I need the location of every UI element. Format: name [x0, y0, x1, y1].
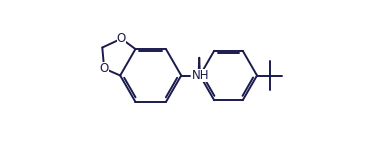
Text: O: O	[99, 62, 109, 75]
Text: O: O	[117, 32, 126, 45]
Text: NH: NH	[192, 69, 209, 82]
